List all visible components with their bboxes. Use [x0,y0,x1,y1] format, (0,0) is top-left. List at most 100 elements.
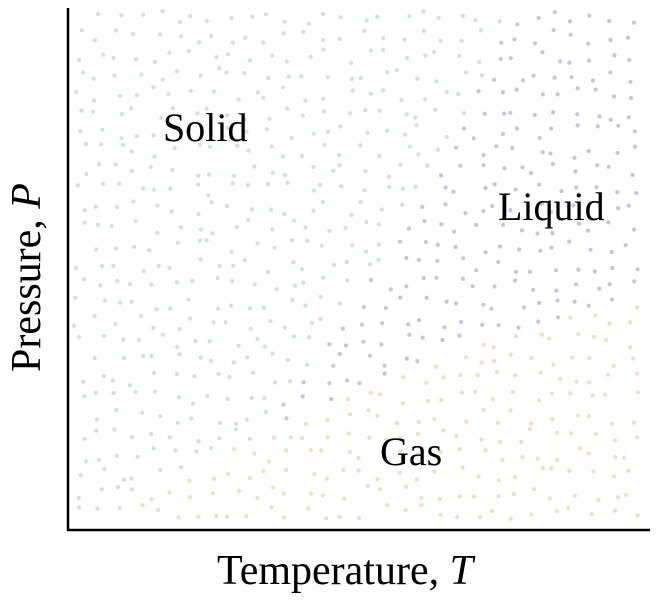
solid-texture-dot [438,38,443,43]
liquid-texture-dot [616,206,621,211]
liquid-texture-dot [452,229,457,234]
liquid-texture-dot [593,87,598,92]
gas-texture-dot [549,391,555,396]
solid-texture-dot [362,28,367,34]
liquid-texture-dot [606,164,611,169]
solid-texture-dot [344,259,349,264]
solid-texture-dot [140,410,145,415]
solid-texture-dot [99,264,105,269]
solid-texture-dot [158,32,163,37]
solid-texture-dot [362,188,367,193]
solid-texture-dot [193,338,198,344]
solid-texture-dot [135,454,140,459]
solid-texture-dot [311,164,316,170]
gas-texture-dot [377,487,383,492]
solid-texture-dot [248,306,253,311]
solid-texture-dot [358,143,363,148]
solid-texture-dot [272,245,277,250]
solid-texture-dot [404,112,409,117]
liquid-texture-dot [632,227,637,232]
solid-texture-dot [364,220,369,225]
solid-texture-dot [249,395,254,401]
solid-texture-dot [101,373,106,379]
gas-texture-dot [492,358,497,363]
liquid-texture-dot [625,35,631,40]
solid-texture-dot [368,48,373,53]
gas-texture-dot [554,509,560,514]
liquid-texture-dot [407,332,412,337]
gas-texture-dot [306,506,311,511]
gas-texture-dot [622,455,627,460]
solid-texture-dot [94,428,99,433]
solid-texture-dot [130,435,135,440]
gas-texture-dot [481,408,486,413]
gas-texture-dot [631,420,637,425]
solid-texture-dot [141,269,146,274]
solid-texture-dot [111,263,116,268]
solid-texture-dot [217,436,222,441]
solid-texture-dot [173,448,178,453]
solid-texture-dot [198,257,203,262]
solid-texture-dot [305,238,310,243]
gas-texture-dot [586,414,592,419]
solid-texture-dot [129,168,134,174]
solid-texture-dot [305,362,310,367]
solid-texture-dot [244,417,249,422]
solid-texture-dot [414,123,419,128]
liquid-texture-dot [421,276,426,281]
solid-texture-dot [215,276,220,281]
solid-texture-dot [303,225,308,230]
gas-texture-dot [375,477,380,482]
solid-texture-dot [210,231,215,236]
solid-texture-dot [134,93,139,98]
solid-texture-dot [266,75,271,80]
liquid-label: Liquid [498,184,605,229]
gas-texture-dot [520,455,525,460]
solid-texture-dot [291,334,297,339]
solid-texture-dot [416,152,421,157]
solid-texture-dot [280,154,285,159]
solid-texture-dot [321,275,326,280]
solid-texture-dot [174,280,179,285]
solid-texture-dot [320,199,325,205]
solid-texture-dot [167,50,172,56]
liquid-texture-dot [380,321,385,326]
solid-texture-dot [473,18,478,23]
gas-texture-dot [356,455,361,460]
liquid-texture-dot [552,10,557,15]
solid-texture-dot [319,243,324,248]
solid-texture-dot [348,111,353,116]
liquid-texture-dot [440,338,445,343]
solid-texture-dot [117,505,122,510]
solid-texture-dot [381,36,386,41]
solid-texture-dot [293,283,298,288]
solid-texture-dot [322,142,327,147]
solid-texture-dot [327,228,332,233]
liquid-texture-dot [494,144,499,149]
liquid-texture-dot [337,351,342,357]
y-axis-variable: P [4,183,50,210]
liquid-texture-dot [415,359,420,364]
gas-texture-dot [550,417,555,422]
solid-texture-dot [179,465,184,470]
solid-texture-dot [290,238,295,243]
solid-texture-dot [113,321,118,326]
liquid-texture-dot [528,171,534,176]
solid-texture-dot [306,21,312,26]
solid-texture-dot [350,88,355,93]
solid-texture-dot [115,485,120,490]
liquid-texture-dot [540,150,545,155]
gas-texture-dot [481,342,486,347]
liquid-texture-dot [588,247,593,252]
liquid-texture-dot [623,243,628,248]
solid-texture-dot [129,476,134,481]
gas-texture-dot [458,373,463,378]
liquid-texture-dot [420,204,425,209]
solid-texture-dot [209,446,214,451]
solid-texture-dot [78,473,83,478]
solid-texture-dot [121,337,126,342]
solid-texture-dot [400,202,405,207]
liquid-texture-dot [596,200,601,205]
solid-texture-dot [152,59,157,64]
